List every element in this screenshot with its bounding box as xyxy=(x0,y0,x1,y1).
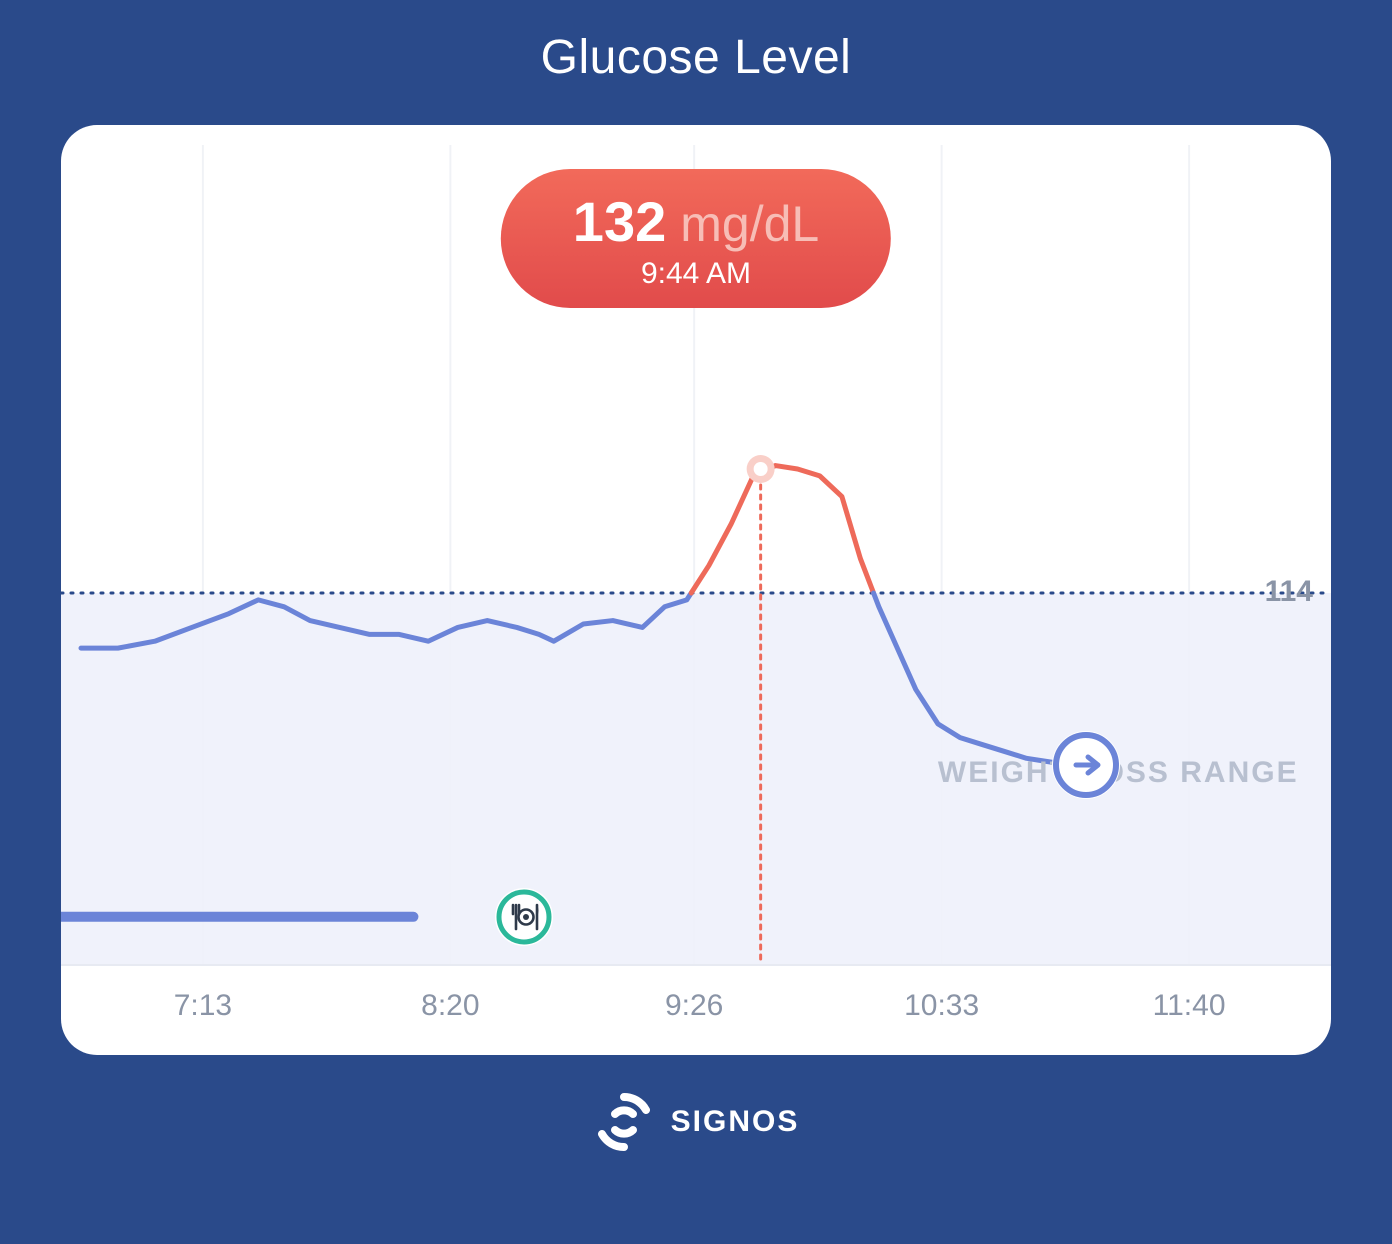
current-unit: mg/dL xyxy=(680,197,819,252)
signos-logo-icon xyxy=(593,1091,655,1153)
x-tick-label: 10:33 xyxy=(904,989,979,1023)
x-axis-labels: 7:13 8:20 9:26 10:33 11:40 xyxy=(61,989,1331,1029)
arrow-right-icon xyxy=(1052,731,1120,799)
x-tick-label: 7:13 xyxy=(174,989,232,1023)
brand-name: SIGNOS xyxy=(671,1105,800,1139)
page-title: Glucose Level xyxy=(541,30,852,85)
current-value: 132 xyxy=(573,191,666,253)
current-time: 9:44 AM xyxy=(641,257,751,290)
meal-event-marker[interactable] xyxy=(495,888,553,946)
x-tick-label: 11:40 xyxy=(1153,989,1226,1023)
x-tick-label: 8:20 xyxy=(421,989,479,1023)
chart-end-marker[interactable] xyxy=(1052,731,1120,799)
meal-icon xyxy=(495,888,553,946)
glucose-card: 7:138:209:2610:3311:40 114 WEIGHT LOSS R… xyxy=(61,125,1331,1055)
brand-footer: SIGNOS xyxy=(593,1091,800,1153)
threshold-label: 114 xyxy=(1265,575,1313,609)
x-tick-label: 9:26 xyxy=(665,989,723,1023)
current-reading-badge: 132 mg/dL 9:44 AM xyxy=(501,169,891,308)
